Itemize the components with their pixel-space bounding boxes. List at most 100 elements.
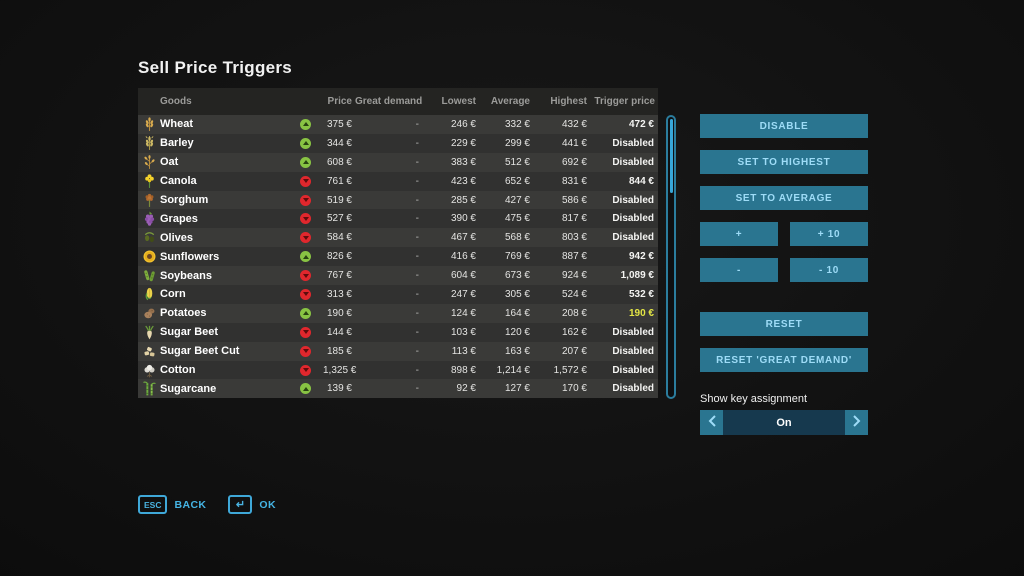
decrement-10-button[interactable]: - 10 — [790, 258, 868, 282]
trend-down-indicator — [288, 364, 323, 376]
table-row[interactable]: Sugar Beet 144 € - 103 € 120 € 162 € Dis… — [138, 322, 658, 342]
goods-name: Sunflowers — [160, 250, 220, 263]
price-value: 139 € — [326, 383, 352, 395]
price-value: 527 € — [326, 213, 352, 225]
table-row[interactable]: Sorghum 519 € - 285 € 427 € 586 € Disabl… — [138, 190, 658, 210]
great-demand-value: - — [415, 232, 419, 244]
great-demand-value: - — [415, 307, 419, 319]
table-row[interactable]: Soybeans 767 € - 604 € 673 € 924 € 1,089… — [138, 266, 658, 286]
column-header-trigger-price: Trigger price — [594, 96, 655, 107]
scrollbar-track[interactable] — [666, 115, 676, 399]
average-value: 299 € — [504, 137, 530, 149]
trend-down-indicator — [288, 270, 323, 282]
sugar-beet-icon — [138, 325, 160, 340]
highest-value: 524 € — [561, 288, 587, 300]
column-header-lowest: Lowest — [441, 96, 476, 107]
trend-up-indicator — [288, 118, 323, 130]
trigger-price-value: Disabled — [612, 156, 654, 168]
trend-up-indicator — [288, 307, 323, 319]
goods-name: Soybeans — [160, 269, 212, 282]
goods-table-body: Wheat 375 € - 246 € 332 € 432 € 472 € Ba… — [138, 115, 658, 399]
trend-down-indicator — [288, 345, 323, 357]
increment-button[interactable]: + — [700, 222, 778, 246]
average-value: 332 € — [504, 118, 530, 130]
table-row[interactable]: Barley 344 € - 229 € 299 € 441 € Disable… — [138, 133, 658, 153]
trigger-price-value: 532 € — [628, 288, 654, 300]
average-value: 673 € — [504, 270, 530, 282]
highest-value: 208 € — [561, 307, 587, 319]
trigger-price-value: Disabled — [612, 364, 654, 376]
wheat-icon — [138, 117, 160, 132]
key-assignment-value[interactable]: On — [723, 410, 845, 435]
goods-name: Oat — [160, 156, 179, 169]
great-demand-value: - — [415, 270, 419, 282]
lowest-value: 247 € — [450, 288, 476, 300]
lowest-value: 604 € — [450, 270, 476, 282]
table-row[interactable]: Sugar Beet Cut 185 € - 113 € 163 € 207 €… — [138, 341, 658, 361]
key-assignment-next-button[interactable] — [845, 410, 868, 435]
canola-icon — [138, 174, 160, 189]
price-value: 1,325 € — [323, 364, 357, 376]
great-demand-value: - — [415, 156, 419, 168]
lowest-value: 390 € — [450, 213, 476, 225]
table-row[interactable]: Potatoes 190 € - 124 € 164 € 208 € 190 € — [138, 303, 658, 323]
trend-up-indicator — [288, 137, 323, 149]
price-value: 375 € — [326, 118, 352, 130]
key-assignment-selector: On — [700, 410, 868, 435]
table-row[interactable]: Cotton 1,325 € - 898 € 1,214 € 1,572 € D… — [138, 360, 658, 380]
cotton-icon — [138, 363, 160, 378]
great-demand-value: - — [415, 213, 419, 225]
average-value: 427 € — [504, 194, 530, 206]
corn-icon — [138, 287, 160, 302]
trigger-price-value: Disabled — [612, 232, 654, 244]
great-demand-value: - — [415, 175, 419, 187]
increment-10-button[interactable]: + 10 — [790, 222, 868, 246]
table-row[interactable]: Olives 584 € - 467 € 568 € 803 € Disable… — [138, 228, 658, 248]
scrollbar-thumb[interactable] — [670, 119, 673, 193]
average-value: 164 € — [504, 307, 530, 319]
table-row[interactable]: Canola 761 € - 423 € 652 € 831 € 844 € — [138, 171, 658, 191]
lowest-value: 229 € — [450, 137, 476, 149]
price-value: 826 € — [326, 251, 352, 263]
table-row[interactable]: Grapes 527 € - 390 € 475 € 817 € Disable… — [138, 209, 658, 229]
chevron-left-icon — [708, 414, 716, 432]
set-to-average-button[interactable]: SET TO AVERAGE — [700, 186, 868, 210]
highest-value: 887 € — [561, 251, 587, 263]
table-row[interactable]: Sugarcane 139 € - 92 € 127 € 170 € Disab… — [138, 379, 658, 399]
trigger-price-value: Disabled — [612, 194, 654, 206]
key-assignment-prev-button[interactable] — [700, 410, 723, 435]
set-to-highest-button[interactable]: SET TO HIGHEST — [700, 150, 868, 174]
trigger-price-value: Disabled — [612, 137, 654, 149]
column-header-great-demand: Great demand — [355, 96, 423, 107]
reset-great-demand-button[interactable]: RESET 'GREAT DEMAND' — [700, 348, 868, 372]
average-value: 120 € — [504, 326, 530, 338]
price-value: 608 € — [326, 156, 352, 168]
trigger-price-value: Disabled — [612, 326, 654, 338]
price-value: 767 € — [326, 270, 352, 282]
table-row[interactable]: Oat 608 € - 383 € 512 € 692 € Disabled — [138, 152, 658, 172]
goods-name: Potatoes — [160, 307, 207, 320]
average-value: 475 € — [504, 213, 530, 225]
table-row[interactable]: Sunflowers 826 € - 416 € 769 € 887 € 942… — [138, 247, 658, 267]
column-header-average: Average — [490, 96, 530, 107]
average-value: 769 € — [504, 251, 530, 263]
table-row[interactable]: Corn 313 € - 247 € 305 € 524 € 532 € — [138, 285, 658, 304]
ok-button[interactable]: ↵ OK — [228, 495, 276, 514]
decrement-button[interactable]: - — [700, 258, 778, 282]
trigger-price-value: Disabled — [612, 383, 654, 395]
back-button[interactable]: ESC BACK — [138, 495, 206, 514]
goods-name: Sorghum — [160, 194, 209, 206]
great-demand-value: - — [415, 137, 419, 149]
lowest-value: 92 € — [456, 383, 476, 395]
highest-value: 432 € — [561, 118, 587, 130]
table-row[interactable]: Wheat 375 € - 246 € 332 € 432 € 472 € — [138, 115, 658, 134]
goods-name: Sugar Beet — [160, 326, 219, 339]
highest-value: 831 € — [561, 175, 587, 187]
disable-button[interactable]: DISABLE — [700, 114, 868, 138]
reset-button[interactable]: RESET — [700, 312, 868, 336]
olives-icon — [138, 230, 160, 245]
price-value: 584 € — [326, 232, 352, 244]
goods-name: Sugar Beet Cut — [160, 345, 240, 358]
sunflower-icon — [138, 249, 160, 264]
